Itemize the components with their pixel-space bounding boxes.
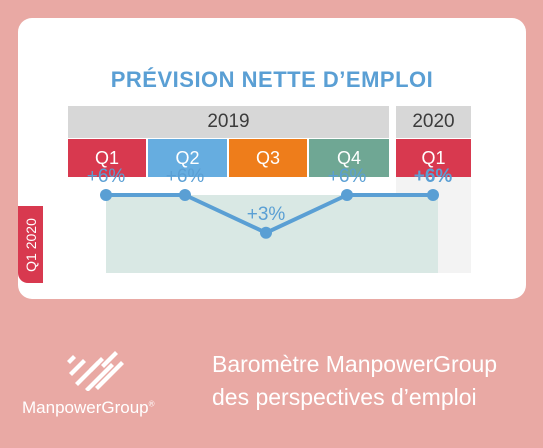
quarter-header-q2-2019: Q2 <box>148 139 227 177</box>
data-point <box>341 189 353 201</box>
data-point <box>100 189 112 201</box>
quarter-header-q4-2019: Q4 <box>309 139 389 177</box>
tagline-line-2: des perspectives d’emploi <box>212 384 477 410</box>
quarter-header-q1-2020: Q1 <box>396 139 471 177</box>
period-label: Q1 2020 <box>22 217 39 272</box>
line-chart: +6% +6% +3% +6% +6% <box>87 166 471 273</box>
data-point <box>179 189 191 201</box>
tagline-line-1: Baromètre ManpowerGroup <box>212 351 498 377</box>
year-header-2019: 2019 <box>68 106 389 138</box>
chart-area-fill <box>106 195 438 273</box>
data-point <box>427 189 439 201</box>
year-header-2020: 2020 <box>396 106 471 138</box>
chart-title: PRÉVISION NETTE D’EMPLOI <box>110 67 434 92</box>
quarter-header-q1-2019: Q1 <box>68 139 146 177</box>
data-label: +6% <box>166 166 205 187</box>
manpowergroup-logo-icon <box>67 351 124 391</box>
data-point <box>260 226 272 239</box>
brand-name: ManpowerGroup® <box>22 398 155 418</box>
data-label: +6% <box>414 166 453 187</box>
trademark-symbol: ® <box>148 399 155 409</box>
period-tab: Q1 2020 <box>18 206 43 283</box>
data-label: +3% <box>247 204 286 225</box>
data-label: +6% <box>328 166 367 187</box>
data-label: +6% <box>87 166 126 187</box>
forecast-card: PRÉVISION NETTE D’EMPLOI 2019 2020 Q1 Q2… <box>18 18 526 299</box>
brand-text: ManpowerGroup <box>22 398 149 417</box>
quarter-header-q3-2019: Q3 <box>229 139 307 177</box>
